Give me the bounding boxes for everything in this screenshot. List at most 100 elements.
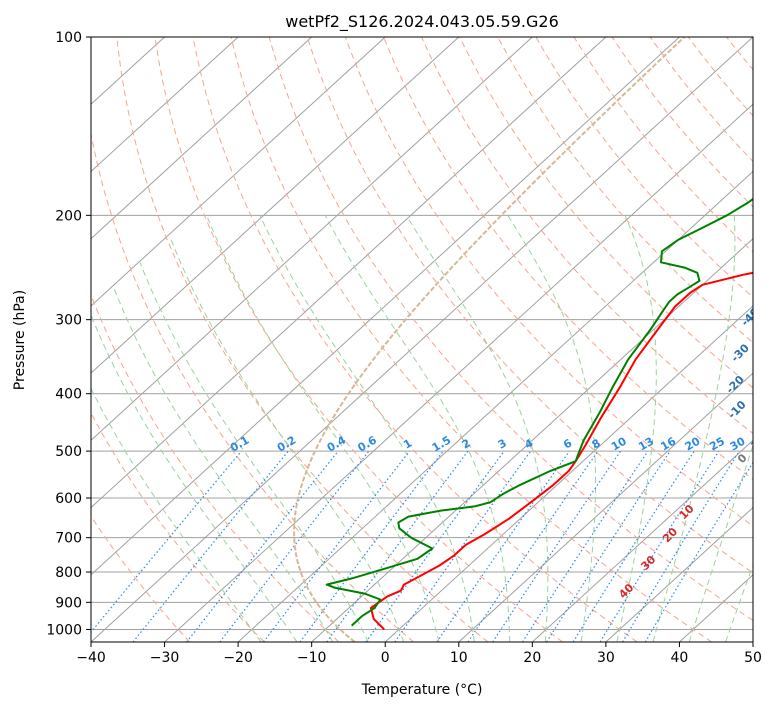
x-tick-label: −40: [76, 650, 106, 666]
equivalent-potential-temperature-label: 0: [735, 451, 750, 466]
isotherm-gridline: [384, 305, 753, 642]
dry-adiabat: [91, 131, 414, 642]
dry-adiabat: [535, 37, 753, 298]
x-tick-label: −30: [150, 650, 180, 666]
isotherm-gridline: [458, 372, 753, 642]
mixing-ratio-line: [91, 450, 242, 633]
x-tick-label: −10: [297, 650, 327, 666]
mixing-ratio-label: 1: [401, 437, 414, 452]
mixing-ratio-line: [546, 450, 671, 642]
y-tick-label: 900: [55, 595, 82, 611]
potential-temperature-label: -30: [729, 341, 752, 364]
plot-frame: [90, 36, 754, 643]
dewpoint-profile-line: [325, 197, 753, 627]
mixing-ratio-line: [186, 450, 339, 642]
dry-adiabat: [268, 37, 753, 622]
isotherm-gridline: [91, 37, 386, 307]
moist-adiabat: [616, 215, 657, 642]
isotherm-gridline: [91, 37, 753, 642]
x-tick-label: 50: [744, 650, 762, 666]
isotherm-gridline: [752, 641, 753, 642]
equivalent-potential-temperature-label: 20: [660, 525, 680, 545]
x-tick-label: 30: [597, 650, 615, 666]
x-tick-label: 40: [671, 650, 689, 666]
dry-adiabat: [344, 37, 753, 527]
mixing-ratio-line: [572, 450, 695, 642]
potential-temperature-label: -20: [724, 373, 747, 396]
dry-adiabat: [726, 37, 753, 71]
x-tick-label: 20: [523, 650, 541, 666]
isotherm-gridline: [237, 170, 753, 642]
moist-adiabat: [113, 287, 334, 642]
y-tick-label: 600: [55, 491, 82, 507]
moist-adiabat: [405, 215, 549, 642]
y-tick-label: 800: [55, 565, 82, 581]
mixing-ratio-line: [521, 450, 649, 642]
mixing-ratio-label: 2: [460, 437, 473, 452]
mixing-ratio-line: [263, 450, 410, 642]
chart-title: wetPf2_S126.2024.043.05.59.G26: [285, 12, 559, 32]
y-tick-label: 500: [55, 444, 82, 460]
isotherm-gridline: [91, 37, 313, 240]
moist-adiabat: [91, 387, 262, 642]
dry-adiabat: [573, 37, 753, 253]
mixing-ratio-line: [492, 450, 622, 642]
temperature-profile-line: [369, 271, 753, 631]
moist-adiabat: [688, 443, 753, 642]
isotherm-gridline: [91, 37, 680, 576]
dry-adiabat: [306, 37, 753, 574]
mixing-ratio-label: 3: [496, 437, 509, 452]
equivalent-potential-temperature-label: 40: [616, 581, 636, 601]
moist-adiabat: [324, 215, 511, 642]
potential-temperature-label: -40: [739, 305, 762, 328]
potential-temperature-label: -10: [725, 398, 748, 421]
y-tick-label: 1000: [46, 622, 82, 638]
isotherm-gridline: [531, 439, 753, 642]
dry-adiabat: [765, 37, 775, 642]
y-tick-label: 300: [55, 313, 82, 329]
isotherm-gridline: [91, 37, 533, 442]
y-tick-label: 100: [55, 30, 82, 46]
x-tick-label: 10: [450, 650, 468, 666]
dry-adiabat: [192, 37, 638, 642]
dry-adiabat: [497, 37, 753, 344]
equivalent-potential-temperature-label: 10: [677, 502, 697, 522]
mixing-ratio-line: [622, 450, 740, 642]
x-tick-label: 0: [381, 650, 390, 666]
mixing-ratio-line: [299, 450, 444, 642]
x-tick-label: −20: [223, 650, 253, 666]
moist-adiabat: [170, 239, 405, 642]
y-axis-label: Pressure (hPa): [12, 290, 28, 390]
dry-adiabat: [611, 37, 753, 208]
mixing-ratio-line: [132, 450, 289, 642]
x-axis-label: Temperature (°C): [361, 682, 483, 698]
mixing-ratio-label: 6: [561, 436, 574, 451]
y-tick-label: 700: [55, 531, 82, 547]
moist-adiabat: [259, 215, 475, 642]
y-tick-label: 200: [55, 208, 82, 224]
mixing-ratio-line: [365, 450, 505, 642]
dry-adiabat: [649, 37, 753, 163]
dry-adiabat: [154, 37, 563, 642]
isotherm-gridline: [91, 37, 460, 374]
mixing-ratio-line: [394, 450, 532, 642]
dry-adiabat: [91, 515, 191, 642]
saturation-curve: [293, 37, 685, 642]
isotherm-gridline: [605, 506, 753, 642]
mixing-ratio-label: 36: [748, 434, 768, 453]
isotherm-gridline: [164, 103, 753, 642]
mixing-ratio-line: [467, 450, 599, 642]
dry-adiabat: [421, 37, 753, 435]
mixing-ratio-line: [436, 450, 570, 642]
dry-adiabat: [230, 37, 713, 642]
isotherm-gridline: [91, 37, 607, 509]
potential-temperature-label: -50: [752, 267, 775, 290]
mixing-ratio-line: [326, 450, 469, 642]
dry-adiabat: [116, 37, 489, 642]
mixing-ratio-label: 8: [590, 437, 603, 452]
dry-adiabat: [687, 37, 753, 117]
moist-adiabat: [206, 215, 440, 642]
isotherm-gridline: [91, 37, 239, 173]
y-tick-label: 400: [55, 387, 82, 403]
